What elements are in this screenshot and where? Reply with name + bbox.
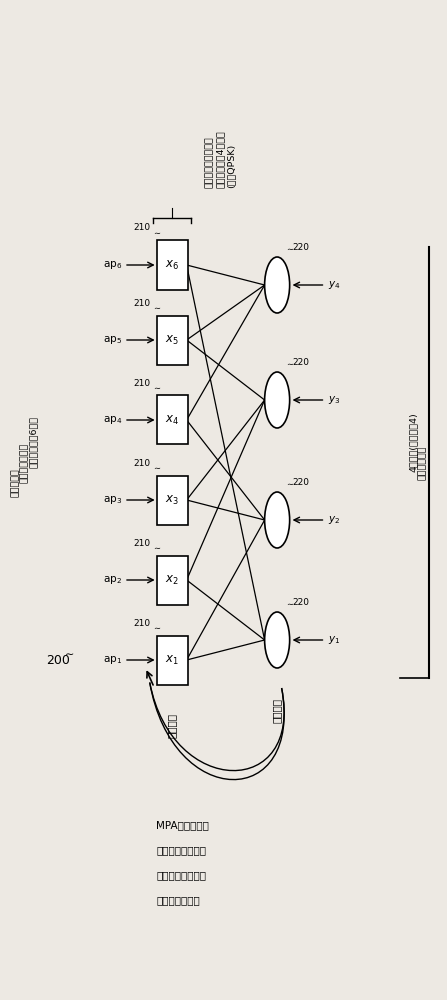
Text: 每个星座点的4个概率: 每个星座点的4个概率 <box>215 130 225 188</box>
Text: $y_4$: $y_4$ <box>328 279 340 291</box>
Text: $x_5$: $x_5$ <box>165 333 179 347</box>
Text: 上的接收信号: 上的接收信号 <box>418 445 427 480</box>
Circle shape <box>265 492 290 548</box>
Text: $y_2$: $y_2$ <box>328 514 340 526</box>
Text: 包含变量节点6的每: 包含变量节点6的每 <box>29 416 38 468</box>
Text: ∼: ∼ <box>287 480 294 489</box>
Text: 变量节点: 变量节点 <box>167 712 177 738</box>
Text: $x_6$: $x_6$ <box>165 258 179 272</box>
Text: ∼: ∼ <box>153 543 160 552</box>
Text: $y_3$: $y_3$ <box>328 394 340 406</box>
Text: 210: 210 <box>133 538 151 547</box>
Circle shape <box>265 257 290 313</box>
Text: ∼: ∼ <box>287 245 294 254</box>
Text: 概率的向量: 概率的向量 <box>11 468 20 497</box>
Text: $x_4$: $x_4$ <box>165 413 179 427</box>
Circle shape <box>265 612 290 668</box>
Text: 220: 220 <box>292 598 309 607</box>
Text: $x_1$: $x_1$ <box>165 653 179 667</box>
FancyBboxPatch shape <box>157 395 188 444</box>
FancyBboxPatch shape <box>157 476 188 524</box>
Text: ap$_2$: ap$_2$ <box>103 574 122 586</box>
Text: 210: 210 <box>133 378 151 387</box>
Text: 每个支路包含对应于: 每个支路包含对应于 <box>204 136 214 188</box>
Text: ap$_3$: ap$_3$ <box>103 494 122 506</box>
Text: 210: 210 <box>133 224 151 232</box>
Text: ap$_1$: ap$_1$ <box>103 654 122 666</box>
Text: $x_2$: $x_2$ <box>165 573 179 587</box>
Text: 220: 220 <box>292 243 309 252</box>
Text: 个星座点的先验: 个星座点的先验 <box>20 442 29 483</box>
Text: 210: 210 <box>133 299 151 308</box>
Text: $y_1$: $y_1$ <box>328 634 340 646</box>
FancyBboxPatch shape <box>157 636 188 685</box>
Text: $x_3$: $x_3$ <box>165 493 179 507</box>
Text: ap$_6$: ap$_6$ <box>103 259 122 271</box>
Text: ∼: ∼ <box>287 600 294 609</box>
Text: ap$_4$: ap$_4$ <box>102 414 122 426</box>
Text: 210: 210 <box>133 458 151 468</box>
Circle shape <box>265 372 290 428</box>
Text: (用于QPSK): (用于QPSK) <box>227 143 236 188</box>
Text: ap$_5$: ap$_5$ <box>103 334 122 346</box>
Text: 4个音频(扩频因刔4): 4个音频(扩频因刔4) <box>409 413 418 472</box>
Text: ∼: ∼ <box>153 464 160 473</box>
Text: 从变量节点到功能: 从变量节点到功能 <box>156 845 207 855</box>
Text: ∼: ∼ <box>287 360 294 369</box>
Text: 节点以及相反方向: 节点以及相反方向 <box>156 870 207 880</box>
Text: ∼: ∼ <box>153 624 160 633</box>
FancyBboxPatch shape <box>157 556 188 604</box>
Text: 220: 220 <box>292 478 309 487</box>
Text: MPA迭代定义为: MPA迭代定义为 <box>156 820 209 830</box>
FancyBboxPatch shape <box>157 316 188 364</box>
Text: 200: 200 <box>46 654 70 666</box>
Text: ∼: ∼ <box>153 304 160 313</box>
Text: 功能节点: 功能节点 <box>272 698 282 723</box>
Text: ∼: ∼ <box>65 650 74 660</box>
Text: 220: 220 <box>292 358 309 367</box>
Text: ∼: ∼ <box>153 383 160 392</box>
Text: ∼: ∼ <box>153 229 160 237</box>
FancyBboxPatch shape <box>157 240 188 290</box>
Text: 的反复信息传递: 的反复信息传递 <box>156 895 200 905</box>
Text: 210: 210 <box>133 618 151 628</box>
